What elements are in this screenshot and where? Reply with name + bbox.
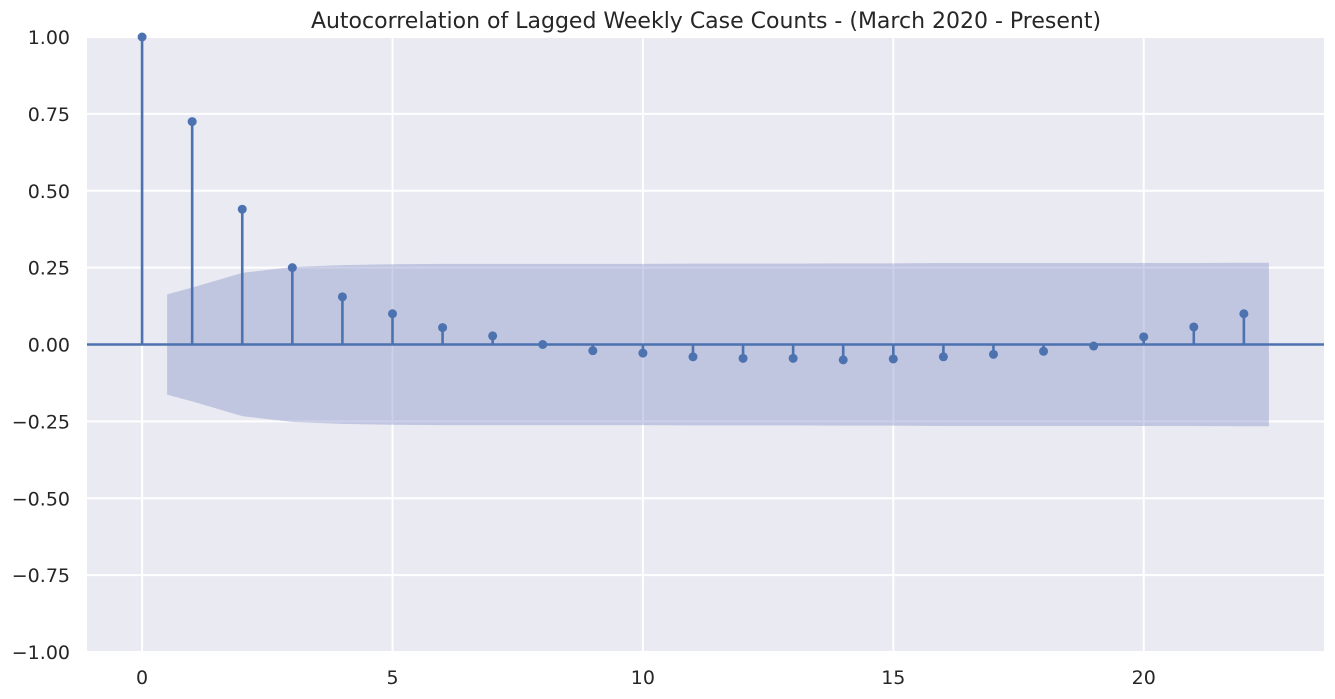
- y-tick-label: 0.00: [28, 335, 70, 357]
- acf-point: [287, 263, 297, 273]
- acf-point: [187, 117, 197, 127]
- acf-point: [788, 353, 798, 363]
- chart-title: Autocorrelation of Lagged Weekly Case Co…: [311, 9, 1101, 34]
- x-tick-label: 10: [631, 667, 655, 689]
- acf-point: [888, 354, 898, 364]
- y-tick-label: −1.00: [12, 642, 70, 664]
- x-axis-ticks: 0 5 10 15 20: [136, 667, 1156, 689]
- y-axis-ticks: 1.00 0.75 0.50 0.25 0.00 −0.25 −0.50 −0.75 −1.00: [12, 27, 70, 664]
- acf-point: [1239, 309, 1249, 319]
- acf-point: [638, 348, 648, 358]
- acf-point: [1089, 341, 1099, 351]
- x-tick-label: 0: [136, 667, 148, 689]
- y-tick-label: −0.75: [12, 565, 70, 587]
- acf-point: [488, 331, 498, 341]
- y-tick-label: 0.25: [28, 258, 70, 280]
- acf-point: [387, 309, 397, 319]
- acf-point: [137, 32, 147, 42]
- acf-point: [588, 346, 598, 356]
- acf-point: [538, 340, 548, 349]
- acf-point: [938, 352, 948, 362]
- acf-point: [1189, 322, 1199, 332]
- acf-point: [688, 352, 698, 362]
- y-tick-label: 0.75: [28, 104, 70, 126]
- acf-stems: [87, 32, 1324, 365]
- x-tick-label: 5: [386, 667, 398, 689]
- x-tick-label: 15: [881, 667, 905, 689]
- acf-point: [738, 353, 748, 363]
- acf-point: [1139, 332, 1149, 342]
- acf-point: [237, 204, 247, 214]
- y-tick-label: 0.50: [28, 181, 70, 203]
- acf-point: [838, 355, 848, 365]
- acf-point: [988, 349, 998, 359]
- acf-point: [1039, 346, 1049, 356]
- acf-point: [438, 323, 448, 333]
- y-tick-label: −0.25: [12, 411, 70, 433]
- x-tick-label: 20: [1132, 667, 1156, 689]
- acf-point: [337, 292, 347, 302]
- y-tick-label: −0.50: [12, 488, 70, 510]
- y-tick-label: 1.00: [28, 27, 70, 49]
